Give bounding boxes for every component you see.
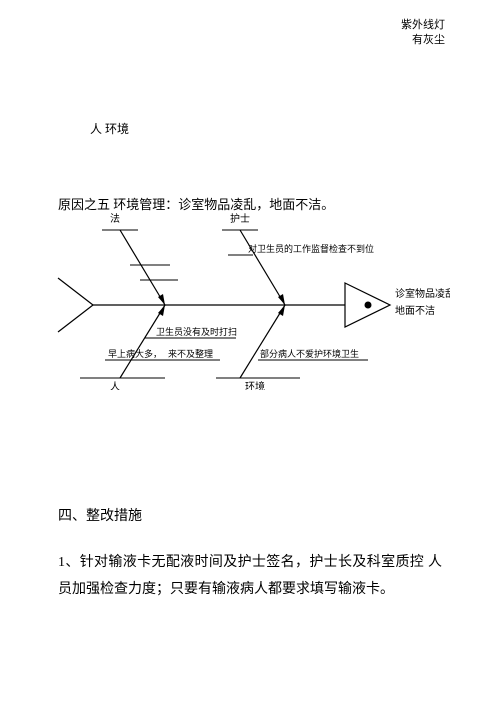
cat-bottom-right: 环境 <box>245 380 265 390</box>
top-right-line2: 有灰尘 <box>401 33 445 48</box>
cause-bottom-left-prefix: 早上病大多， <box>108 348 162 359</box>
cause-bottom-right: 部分病人不爱护环境卫生 <box>260 348 359 359</box>
top-right-line1: 紫外线灯 <box>401 18 445 33</box>
paragraph-1: 1、针对输液卡无配液时间及护士签名，护士长及科室质控 人员加强检查力度；只要有输… <box>58 550 442 603</box>
effect-line1: 诊室物品凌乱 <box>395 287 450 300</box>
cause-top-right: 对卫生员的工作监督检查不到位 <box>248 243 374 254</box>
top-right-note: 紫外线灯 有灰尘 <box>401 18 445 49</box>
cat-top-right: 护士 <box>230 212 250 225</box>
cause-bottom-left-suffix: 来不及整理 <box>168 348 213 359</box>
cause-bottom-mid: 卫生员没有及时打扫 <box>156 326 237 337</box>
cat-top-left: 法 <box>110 212 120 225</box>
fishbone-diagram: 法 护士 人 环境 对卫生员的工作监督检查不到位 卫生员没有及时打扫 早上病大多… <box>50 210 450 390</box>
effect-line2: 地面不洁 <box>395 304 435 317</box>
section-4-title: 四、整改措施 <box>58 505 142 525</box>
header-person-env: 人 环境 <box>90 120 129 137</box>
cat-bottom-left: 人 <box>110 381 120 390</box>
